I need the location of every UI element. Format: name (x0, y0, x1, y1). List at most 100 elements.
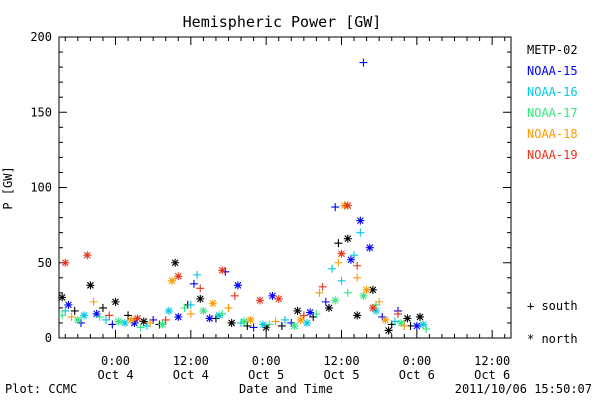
y-tick-label: 50 (38, 256, 52, 270)
data-point-north (168, 276, 176, 285)
data-point-south (180, 303, 189, 312)
data-point-north (359, 291, 368, 300)
data-point-north (127, 315, 136, 324)
legend: METP-02 NOAA-15 NOAA-16 NOAA-17 NOAA-18 NOAA-… (527, 43, 578, 162)
legend-entry: NOAA-16 (527, 85, 578, 99)
data-point-north (174, 312, 183, 321)
data-point-north (324, 303, 333, 312)
data-point-north (80, 311, 89, 320)
data-point-south (98, 303, 107, 312)
y-axis-label: P [GW] (1, 166, 15, 209)
data-point-north (268, 291, 277, 300)
data-point-north (337, 249, 346, 258)
data-point-south (353, 273, 362, 282)
data-point-north (293, 306, 302, 315)
x-tick-label: 0:00 (101, 354, 130, 368)
data-point-north (120, 318, 129, 327)
data-point-south (337, 276, 346, 285)
chart-title: Hemispheric Power [GW] (183, 13, 382, 31)
data-point-north (139, 317, 148, 326)
data-point-north (397, 318, 406, 327)
symbol-legend-entry: * north (527, 332, 578, 346)
data-point-north (86, 281, 95, 290)
data-point-north (58, 293, 67, 302)
data-point-south (356, 228, 365, 237)
data-point-south (343, 288, 352, 297)
data-point-north (174, 272, 183, 281)
data-point-north (419, 320, 428, 329)
data-point-north (368, 303, 377, 312)
symbol-legend-entry: + south (527, 299, 578, 313)
y-tick-label: 200 (30, 30, 52, 44)
data-point-north (255, 296, 264, 305)
data-point-north (353, 311, 362, 320)
data-point-south (350, 251, 359, 260)
data-point-north (306, 308, 315, 317)
x-tick-date-label: Oct 4 (97, 368, 133, 382)
legend-entry: NOAA-17 (527, 106, 578, 120)
legend-entry: NOAA-19 (527, 148, 578, 162)
data-point-north (346, 255, 355, 264)
data-point-south (161, 315, 170, 324)
y-tick-label: 150 (30, 105, 52, 119)
data-point-north (164, 306, 173, 315)
data-markers (58, 58, 431, 335)
data-point-south (353, 261, 362, 270)
data-point-south (95, 312, 104, 321)
data-point-north (415, 312, 424, 321)
data-point-north (343, 201, 352, 210)
data-point-north (384, 326, 393, 335)
data-point-north (158, 320, 167, 329)
data-point-south (193, 270, 202, 279)
data-point-north (64, 300, 73, 309)
data-point-south (186, 300, 195, 309)
data-point-south (422, 324, 431, 333)
data-point-north (368, 285, 377, 294)
data-point-south (318, 282, 327, 291)
data-point-north (73, 315, 82, 324)
data-point-south (218, 309, 227, 318)
data-point-north (227, 318, 236, 327)
x-tick-label: 0:00 (252, 354, 281, 368)
data-point-north (343, 234, 352, 243)
data-point-north (302, 318, 311, 327)
data-point-north (356, 216, 365, 225)
data-point-south (108, 320, 117, 329)
data-point-north (171, 258, 180, 267)
data-point-south (67, 312, 76, 321)
data-point-south (334, 239, 343, 248)
data-point-south (105, 311, 114, 320)
data-point-north (274, 294, 283, 303)
data-point-south (334, 258, 343, 267)
data-point-north (240, 317, 249, 326)
data-point-south (189, 279, 198, 288)
x-tick-label: 0:00 (402, 354, 431, 368)
data-point-south (359, 58, 368, 67)
data-point-south (328, 264, 337, 273)
data-point-north (290, 321, 299, 330)
data-point-north (133, 314, 142, 323)
x-tick-label: 12:00 (323, 354, 359, 368)
data-point-south (271, 317, 280, 326)
data-point-south (102, 315, 111, 324)
data-point-south (265, 320, 274, 329)
data-point-south (312, 309, 321, 318)
data-point-north (381, 315, 390, 324)
symbol-legend: + south * north (527, 299, 578, 346)
data-point-south (299, 311, 308, 320)
data-point-north (205, 314, 214, 323)
data-point-south (61, 306, 70, 315)
data-point-south (281, 315, 289, 324)
x-tick-date-label: Oct 6 (474, 368, 510, 382)
data-point-south (249, 323, 258, 332)
data-point-north (199, 306, 208, 315)
y-tick-label: 0 (45, 331, 52, 345)
data-point-north (259, 320, 268, 329)
x-tick-date-label: Oct 5 (323, 368, 359, 382)
legend-entry: NOAA-18 (527, 127, 578, 141)
data-point-south (331, 203, 340, 212)
x-tick-date-label: Oct 6 (399, 368, 435, 382)
data-point-north (196, 294, 205, 303)
